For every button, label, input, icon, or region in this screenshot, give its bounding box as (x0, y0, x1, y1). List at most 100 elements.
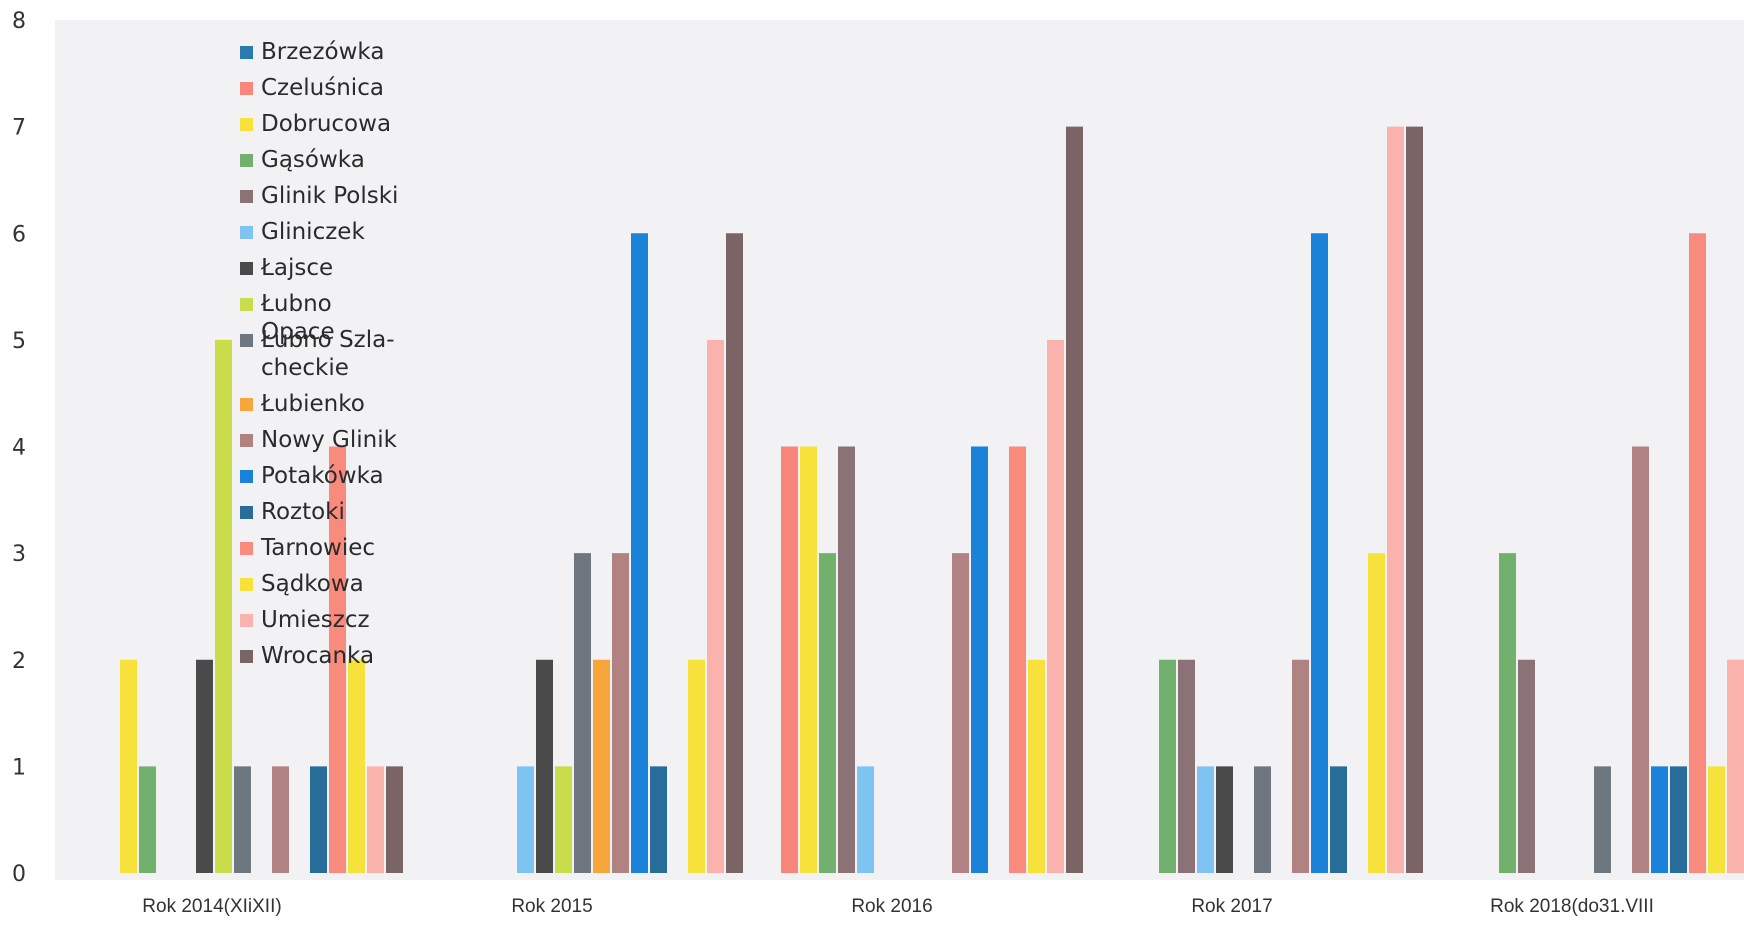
legend-swatch (240, 578, 253, 591)
bar-nowy-glinik-2 (952, 553, 969, 873)
y-tick-label: 4 (12, 436, 26, 461)
bar-łajsce-1 (536, 659, 553, 873)
legend-label: Sądkowa (261, 571, 364, 597)
bar-potakówka-3 (1311, 233, 1328, 873)
legend-item: Czeluśnica (240, 74, 411, 110)
legend-swatch (240, 190, 253, 203)
bar-łubno-opace-0 (215, 339, 232, 873)
legend-item: Roztoki (240, 498, 411, 534)
bars (120, 126, 1744, 873)
legend-item: Sądkowa (240, 570, 411, 606)
bar-glinik-polski-4 (1518, 659, 1535, 873)
bar-roztoki-4 (1670, 766, 1687, 873)
legend-swatch (240, 398, 253, 411)
legend-label: Gliniczek (261, 219, 365, 245)
bar-tarnowiec-4 (1689, 233, 1706, 873)
bar-umieszcz-0 (367, 766, 384, 873)
bar-sądkowa-1 (688, 659, 705, 873)
legend-label: Gąsówka (261, 147, 365, 173)
bar-wrocanka-1 (726, 233, 743, 873)
legend-label: Łubno Opace (261, 291, 335, 345)
legend-label: Glinik Polski (261, 183, 399, 209)
bar-umieszcz-2 (1047, 339, 1064, 873)
bar-sądkowa-2 (1028, 659, 1045, 873)
bar-glinik-polski-3 (1178, 659, 1195, 873)
bar-czeluśnica-2 (781, 446, 798, 873)
y-tick-label: 8 (12, 9, 26, 34)
legend-item: Umieszcz (240, 606, 411, 642)
bar-roztoki-1 (650, 766, 667, 873)
legend-label: Nowy Glinik (261, 427, 397, 453)
legend-swatch (240, 542, 253, 555)
bar-potakówka-4 (1651, 766, 1668, 873)
y-axis: 0 1 2 3 4 5 6 7 8 (12, 9, 26, 887)
legend-label: Dobrucowa (261, 111, 392, 137)
bar-gąsówka-2 (819, 553, 836, 873)
bar-gąsówka-0 (139, 766, 156, 873)
legend-label: Brzezówka (261, 39, 385, 65)
y-tick-label: 3 (12, 542, 26, 567)
legend-label: Roztoki (261, 499, 345, 525)
bar-sądkowa-0 (348, 659, 365, 873)
legend-item: Gliniczek (240, 218, 411, 254)
bar-nowy-glinik-4 (1632, 446, 1649, 873)
legend-swatch (240, 506, 253, 519)
bar-tarnowiec-2 (1009, 446, 1026, 873)
bar-łajsce-3 (1216, 766, 1233, 873)
bar-potakówka-2 (971, 446, 988, 873)
bar-nowy-glinik-3 (1292, 659, 1309, 873)
legend-swatch (240, 46, 253, 59)
legend-item: Łajsce (240, 254, 411, 290)
x-tick-label: Rok 2016 (851, 896, 932, 917)
y-tick-label: 2 (12, 649, 26, 674)
bar-roztoki-3 (1330, 766, 1347, 873)
y-tick-label: 1 (12, 755, 26, 780)
x-tick-label: Rok 2018(do31.VIII (1490, 896, 1654, 917)
bar-łubno-szla--checkie-0 (234, 766, 251, 873)
bar-gliniczek-3 (1197, 766, 1214, 873)
legend-item: Dobrucowa (240, 110, 411, 146)
legend-label: Łubienko (261, 391, 365, 417)
legend-item: Nowy Glinik (240, 426, 411, 462)
bar-umieszcz-3 (1387, 126, 1404, 873)
legend-item: Wrocanka (240, 642, 411, 678)
x-tick-label: Rok 2015 (511, 896, 592, 917)
legend-swatch (240, 154, 253, 167)
legend-label: Czeluśnica (261, 75, 384, 101)
bar-potakówka-1 (631, 233, 648, 873)
bar-gąsówka-4 (1499, 553, 1516, 873)
bar-wrocanka-2 (1066, 126, 1083, 873)
bar-łajsce-0 (196, 659, 213, 873)
legend-swatch (240, 334, 253, 347)
bar-łubno-szla--checkie-3 (1254, 766, 1271, 873)
bar-tarnowiec-0 (329, 446, 346, 873)
legend-item: Brzezówka (240, 38, 411, 74)
bar-gliniczek-1 (517, 766, 534, 873)
legend-swatch (240, 434, 253, 447)
legend-item: Łubno Szla-checkie (240, 326, 411, 390)
bar-wrocanka-0 (386, 766, 403, 873)
legend-swatch (240, 226, 253, 239)
bar-gąsówka-3 (1159, 659, 1176, 873)
legend: Brzezówka Czeluśnica Dobrucowa Gąsówka Glini… (240, 38, 411, 678)
bar-gliniczek-2 (857, 766, 874, 873)
x-tick-label: Rok 2014(XIiXII) (142, 896, 281, 917)
bar-łubienko-1 (593, 659, 610, 873)
legend-swatch (240, 118, 253, 131)
bar-łubno-szla--checkie-4 (1594, 766, 1611, 873)
y-tick-label: 6 (12, 222, 26, 247)
bar-dobrucowa-0 (120, 659, 137, 873)
legend-swatch (240, 262, 253, 275)
legend-item: Łubienko (240, 390, 411, 426)
legend-item: Potakówka (240, 462, 411, 498)
legend-item: Tarnowiec (240, 534, 411, 570)
bar-sądkowa-4 (1708, 766, 1725, 873)
bar-roztoki-0 (310, 766, 327, 873)
bar-umieszcz-4 (1727, 659, 1744, 873)
legend-label: Tarnowiec (261, 535, 376, 561)
bar-wrocanka-3 (1406, 126, 1423, 873)
legend-label: Potakówka (261, 463, 384, 489)
bar-sądkowa-3 (1368, 553, 1385, 873)
legend-label: Umieszcz (261, 607, 370, 633)
bar-dobrucowa-2 (800, 446, 817, 873)
